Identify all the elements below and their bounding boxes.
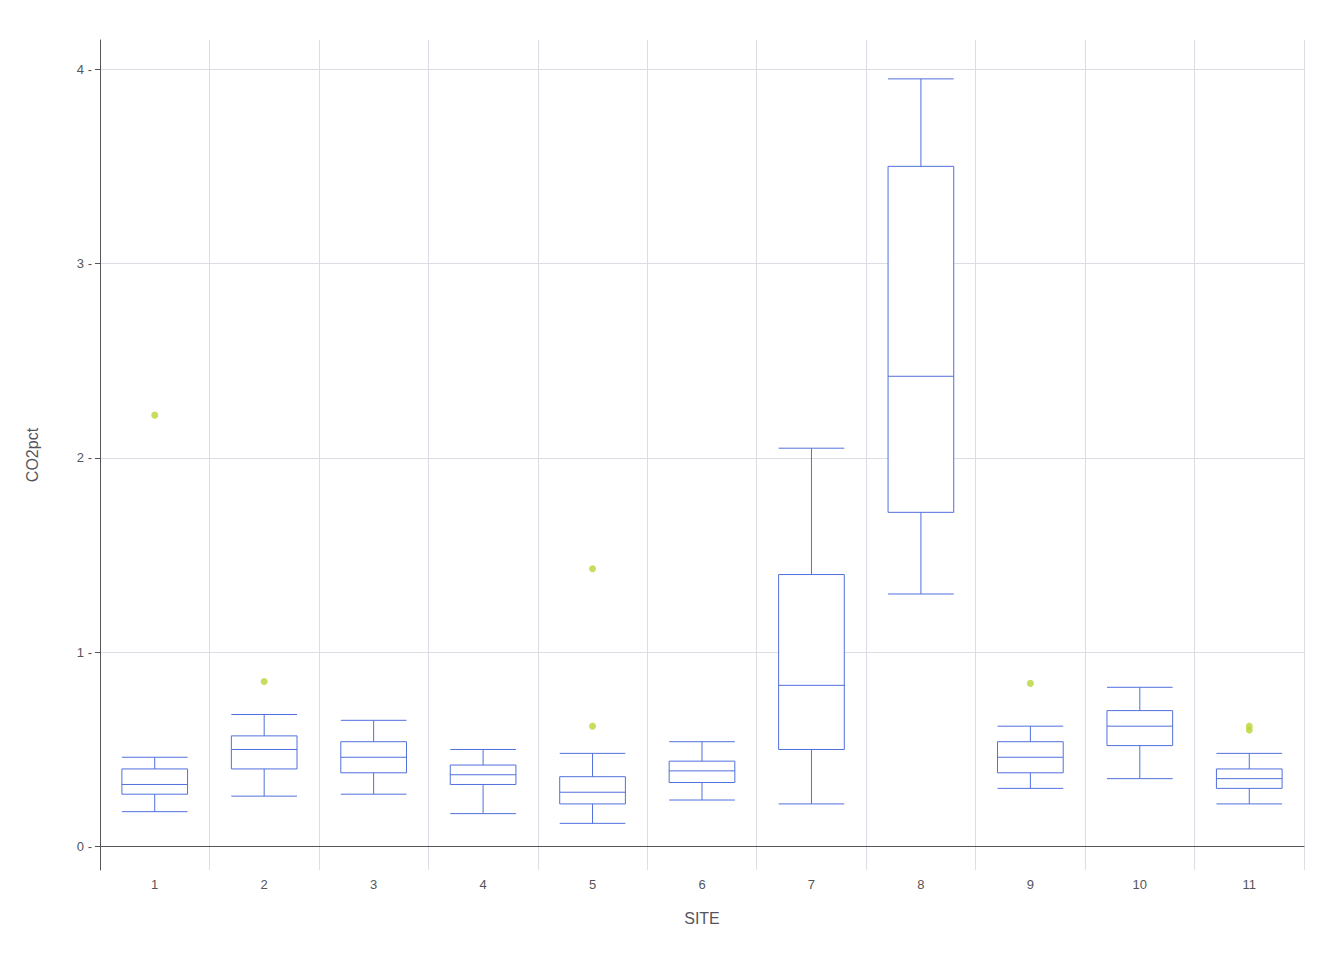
svg-text:11: 11 xyxy=(1243,877,1257,892)
svg-text:1: 1 xyxy=(151,877,158,892)
svg-text:0 -: 0 - xyxy=(77,839,92,854)
svg-text:8: 8 xyxy=(917,877,924,892)
svg-text:10: 10 xyxy=(1133,877,1147,892)
svg-text:4 -: 4 - xyxy=(77,62,92,77)
svg-text:9: 9 xyxy=(1027,877,1034,892)
svg-text:4: 4 xyxy=(479,877,486,892)
svg-text:CO2pct: CO2pct xyxy=(24,427,41,482)
svg-text:5: 5 xyxy=(589,877,596,892)
svg-text:2 -: 2 - xyxy=(77,450,92,465)
svg-text:1 -: 1 - xyxy=(77,645,92,660)
svg-text:3: 3 xyxy=(370,877,377,892)
svg-text:2: 2 xyxy=(261,877,268,892)
svg-text:3 -: 3 - xyxy=(77,256,92,271)
svg-text:7: 7 xyxy=(808,877,815,892)
svg-text:SITE: SITE xyxy=(684,910,720,927)
svg-text:6: 6 xyxy=(698,877,705,892)
